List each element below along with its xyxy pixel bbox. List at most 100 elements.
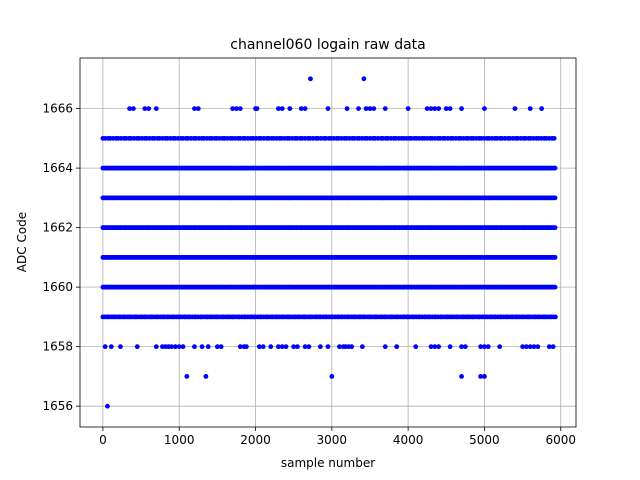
data-point	[298, 106, 304, 111]
data-point	[424, 106, 430, 111]
data-point	[308, 76, 313, 82]
data-point	[482, 374, 487, 379]
data-point	[361, 76, 367, 82]
data-point	[329, 374, 335, 379]
data-point	[436, 106, 442, 111]
data-point	[102, 344, 108, 350]
data-point	[428, 344, 434, 350]
data-point	[105, 403, 110, 409]
data-point	[478, 374, 484, 379]
data-point	[394, 344, 400, 350]
data-point	[325, 106, 331, 111]
data-point	[234, 106, 239, 111]
x-tick-label: 2000	[240, 433, 271, 447]
data-point	[371, 106, 377, 111]
data-point	[108, 344, 114, 350]
data-point	[153, 106, 159, 111]
x-tick-label: 0	[99, 433, 107, 447]
data-point	[524, 344, 529, 350]
data-point	[243, 344, 249, 350]
data-point	[531, 344, 537, 350]
data-point	[203, 374, 209, 379]
data-point	[337, 344, 342, 350]
data-point	[146, 106, 152, 111]
grid-lines	[80, 58, 576, 427]
plot-frame	[79, 57, 577, 428]
x-tick-label: 1000	[164, 433, 195, 447]
data-point	[283, 344, 289, 350]
data-point	[131, 106, 136, 111]
data-point	[428, 106, 434, 111]
data-point	[306, 344, 312, 350]
data-points	[100, 76, 558, 409]
data-point	[254, 106, 260, 111]
data-point	[459, 106, 464, 111]
data-point	[184, 374, 190, 379]
data-point	[436, 344, 442, 350]
data-point	[520, 344, 525, 350]
data-point	[485, 344, 491, 350]
chart-title: channel060 logain raw data	[230, 37, 425, 53]
data-point	[172, 344, 178, 350]
data-point	[134, 344, 140, 350]
data-point	[382, 344, 388, 350]
data-point	[497, 344, 503, 350]
data-point	[325, 344, 331, 350]
data-point	[367, 106, 373, 111]
data-point	[287, 106, 293, 111]
data-point	[260, 344, 266, 350]
data-point	[432, 106, 438, 111]
axis-ticks: 0 1000 2000 3000 4000 5000 6000 1656 1658 1660 166…	[42, 102, 576, 447]
data-point	[462, 344, 468, 350]
data-point	[237, 106, 243, 111]
data-point	[142, 106, 148, 111]
data-point	[279, 344, 285, 350]
data-point	[317, 344, 323, 350]
data-point	[356, 106, 361, 111]
data-point	[230, 106, 236, 111]
data-point	[214, 344, 220, 350]
y-tick-label: 1658	[42, 340, 73, 354]
y-tick-label: 1664	[42, 161, 73, 175]
data-point	[344, 106, 350, 111]
data-point	[478, 344, 484, 350]
data-point	[459, 344, 464, 350]
data-point	[527, 106, 533, 111]
data-point	[459, 374, 464, 379]
data-point	[552, 195, 558, 201]
data-point	[546, 344, 552, 350]
y-tick-label: 1666	[42, 102, 73, 116]
x-tick-label: 4000	[393, 433, 424, 447]
data-point	[218, 344, 224, 350]
data-point	[291, 344, 297, 350]
data-point	[363, 106, 369, 111]
data-point	[279, 106, 285, 111]
data-point	[276, 344, 281, 350]
data-point	[302, 106, 308, 111]
data-point	[192, 106, 197, 111]
data-point	[205, 344, 211, 350]
data-point	[539, 106, 545, 111]
data-point	[447, 344, 453, 350]
data-point	[176, 344, 182, 350]
data-point	[359, 344, 365, 350]
data-point	[552, 254, 558, 260]
x-axis-title: sample number	[281, 456, 375, 470]
data-point	[551, 135, 557, 141]
data-point	[256, 344, 262, 350]
y-tick-label: 1660	[42, 280, 73, 294]
data-point	[118, 344, 123, 350]
data-point	[405, 106, 411, 111]
data-point	[382, 106, 388, 111]
y-tick-label: 1662	[42, 221, 73, 235]
data-point	[295, 344, 300, 350]
data-point	[552, 225, 558, 231]
data-point	[195, 106, 201, 111]
x-tick-label: 5000	[469, 433, 500, 447]
data-point	[276, 106, 281, 111]
data-point	[443, 106, 449, 111]
data-point	[552, 314, 558, 320]
data-point	[432, 344, 438, 350]
data-point	[199, 344, 205, 350]
